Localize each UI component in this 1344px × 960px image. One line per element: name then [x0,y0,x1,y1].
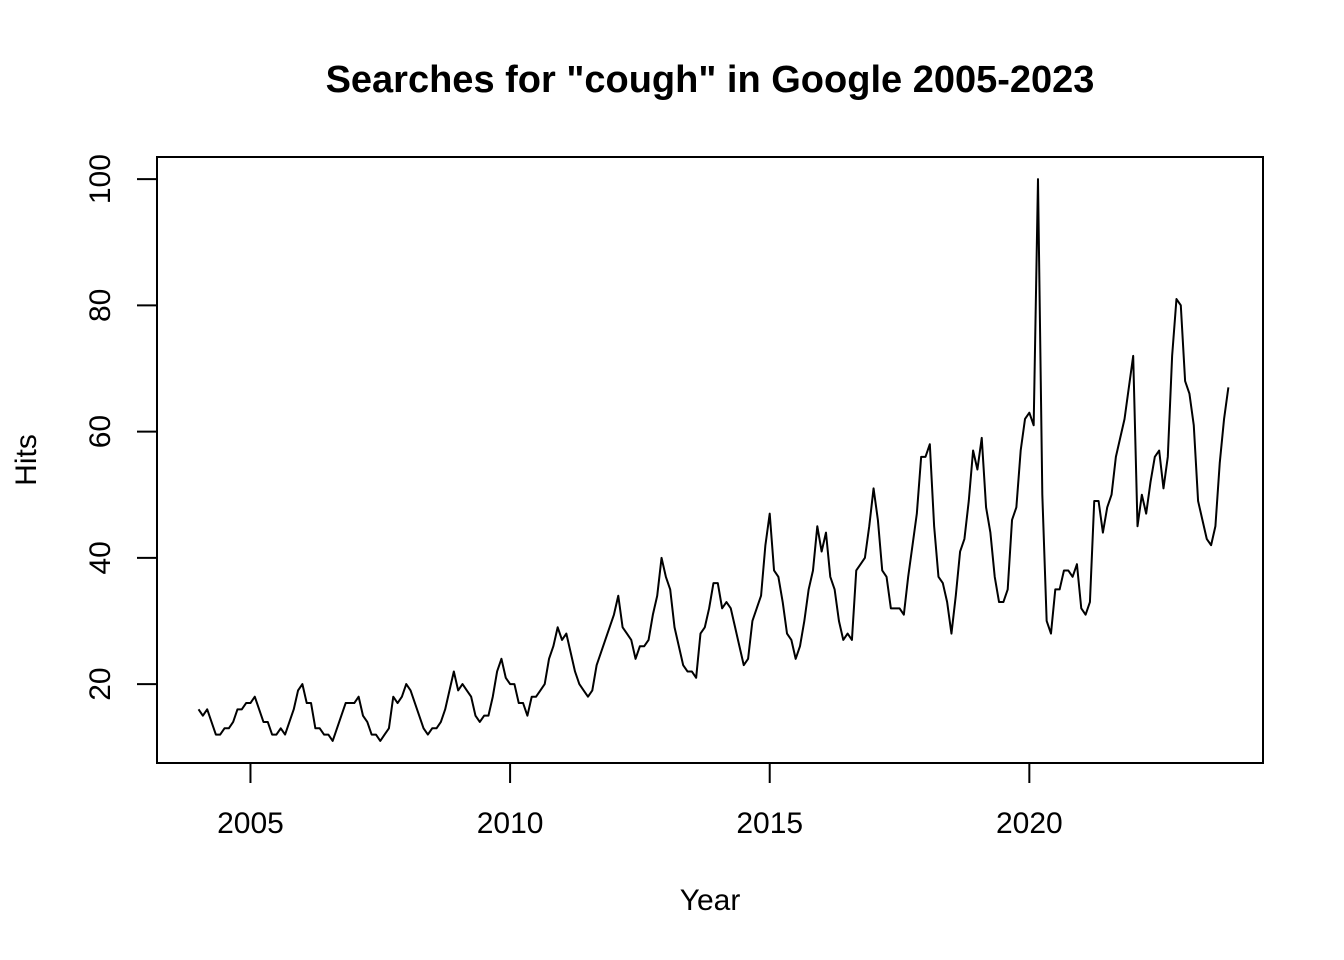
y-axis-label: Hits [10,434,43,486]
chart-title: Searches for "cough" in Google 2005-2023 [326,59,1095,101]
x-axis: 2005 2010 2015 2020 [217,763,1063,840]
y-tick-label: 60 [84,415,117,448]
x-tick-label: 2020 [996,807,1063,840]
y-tick-label: 80 [84,289,117,322]
x-tick-label: 2005 [217,807,284,840]
y-tick-label: 40 [84,541,117,574]
x-tick-label: 2010 [477,807,544,840]
y-tick-label: 20 [84,667,117,700]
plot-frame [156,156,1264,764]
x-axis-label: Year [680,884,741,917]
series-line-hits [197,178,1230,742]
y-tick-label: 100 [84,154,117,204]
y-axis: 20 40 60 80 100 [84,154,157,701]
x-tick-label: 2015 [736,807,803,840]
